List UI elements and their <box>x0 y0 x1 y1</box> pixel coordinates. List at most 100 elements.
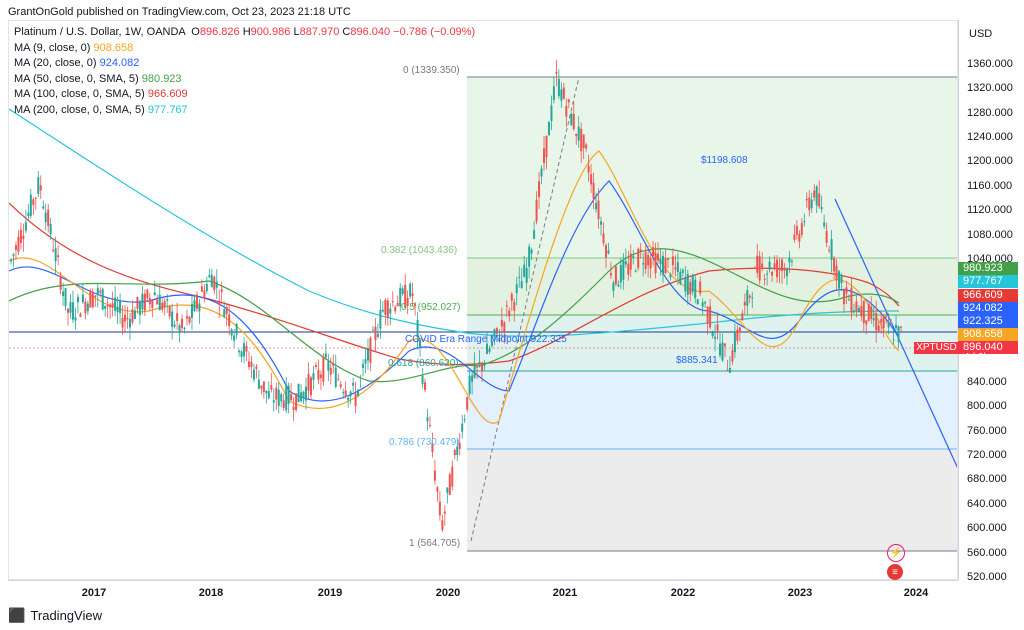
candle-body <box>203 290 206 299</box>
candle-body <box>337 378 340 380</box>
candle-body <box>498 337 501 342</box>
price-tick: 800.000 <box>967 400 1007 412</box>
candle-body <box>793 234 796 240</box>
candle-body <box>572 114 575 129</box>
candle-body <box>215 281 218 288</box>
candle-body <box>788 258 791 263</box>
candle-body <box>133 310 136 320</box>
candle-body <box>771 271 774 276</box>
candle-body <box>525 268 528 283</box>
currency-label[interactable]: USD <box>969 28 993 40</box>
price-badge: 908.658 <box>958 328 1018 341</box>
midpoint-annotation: COVID Era Range Midpoint 922.325 <box>405 334 567 345</box>
candle-body <box>473 364 476 378</box>
candle-body <box>696 299 699 305</box>
time-axis[interactable]: 2017 2018 2019 2020 2021 2022 2023 2024 <box>8 580 958 602</box>
year-tick: 2017 <box>81 587 107 599</box>
candle-body <box>359 377 362 379</box>
candle-body <box>833 257 836 272</box>
candle-body <box>369 337 372 363</box>
candle-body <box>676 262 679 273</box>
candle-body <box>29 194 32 216</box>
candle-body <box>778 268 781 271</box>
us-flag-icon[interactable]: ≡ <box>887 564 903 580</box>
candle-body <box>731 350 734 362</box>
legend-ma-50[interactable]: MA (50, close, 0, SMA, 5) 980.923 <box>14 72 182 85</box>
candle-body <box>523 264 526 277</box>
candle-body <box>567 99 570 103</box>
candle-body <box>19 229 22 244</box>
price-badge: 924.082 <box>958 302 1018 315</box>
candle-body <box>488 348 491 352</box>
candle-body <box>453 450 456 456</box>
candle-body <box>575 133 578 137</box>
candle-body <box>783 267 786 271</box>
candle-body <box>662 255 665 275</box>
candle-body <box>892 339 895 341</box>
candle-body <box>34 197 37 199</box>
candle-body <box>24 222 27 231</box>
candle-body <box>285 384 288 411</box>
candle-body <box>446 487 449 493</box>
candle-body <box>451 466 454 487</box>
candle-body <box>22 235 25 240</box>
lightning-icon[interactable]: ⚡ <box>887 544 905 562</box>
price-badge: 966.609 <box>958 289 1018 302</box>
candle-body <box>262 381 265 393</box>
candle-body <box>371 329 374 331</box>
candle-body <box>436 487 439 492</box>
candle-body <box>820 206 823 210</box>
candle-body <box>481 362 484 371</box>
price-tick: 840.000 <box>967 376 1007 388</box>
candle-body <box>84 301 87 314</box>
fib-zone-618-786 <box>467 371 957 449</box>
candle-body <box>857 308 860 313</box>
candle-body <box>585 144 588 149</box>
candle-body <box>624 261 627 265</box>
price-tick: 1200.000 <box>967 155 1013 167</box>
candle-body <box>753 267 756 269</box>
candle-body <box>751 297 754 299</box>
candle-body <box>880 319 883 323</box>
tradingview-logo[interactable]: ⬛ TradingView <box>8 607 102 624</box>
candle-body <box>96 287 99 296</box>
candle-body <box>614 266 617 285</box>
candle-body <box>292 406 295 410</box>
candle-body <box>243 343 246 357</box>
candle-body <box>513 302 516 311</box>
candle-body <box>681 269 684 273</box>
candle-body <box>503 322 506 332</box>
candle-body <box>376 333 379 337</box>
candle-body <box>324 353 327 358</box>
candle-body <box>726 369 729 371</box>
candle-body <box>443 511 446 514</box>
candle-body <box>632 256 635 258</box>
candle-body <box>186 316 189 319</box>
publisher-line: GrantOnGold published on TradingView.com… <box>8 6 351 18</box>
candle-body <box>768 261 771 270</box>
candle-body <box>225 307 228 314</box>
candle-body <box>47 209 50 227</box>
ticker-tag: XPTUSD <box>914 342 959 354</box>
price-tick: 720.000 <box>967 449 1007 461</box>
fib-label-0: 0 (1339.350) <box>403 65 460 76</box>
candle-body <box>39 185 42 191</box>
candle-body <box>461 423 464 432</box>
candle-body <box>776 259 779 278</box>
legend-ma-9[interactable]: MA (9, close, 0) 908.658 <box>14 41 134 54</box>
legend-ma-20[interactable]: MA (20, close, 0) 924.082 <box>14 57 140 69</box>
legend-ma-200[interactable]: MA (200, close, 0, SMA, 5) 977.767 <box>14 103 188 116</box>
candle-body <box>166 299 169 301</box>
legend-ma-100[interactable]: MA (100, close, 0, SMA, 5) 966.609 <box>14 88 188 100</box>
price-chart[interactable] <box>9 21 957 579</box>
candle-body <box>295 393 298 411</box>
candle-body <box>741 313 744 321</box>
candle-body <box>54 248 57 262</box>
candle-body <box>339 384 342 388</box>
candle-body <box>14 245 17 250</box>
candle-body <box>510 293 513 301</box>
chart-plot-area[interactable]: 0 (1339.350) 0.382 (1043.436) 0.5 (952.0… <box>8 20 959 580</box>
ohlc-low: 887.970 <box>299 26 340 38</box>
candle-body <box>850 287 853 313</box>
candle-body <box>106 304 109 307</box>
